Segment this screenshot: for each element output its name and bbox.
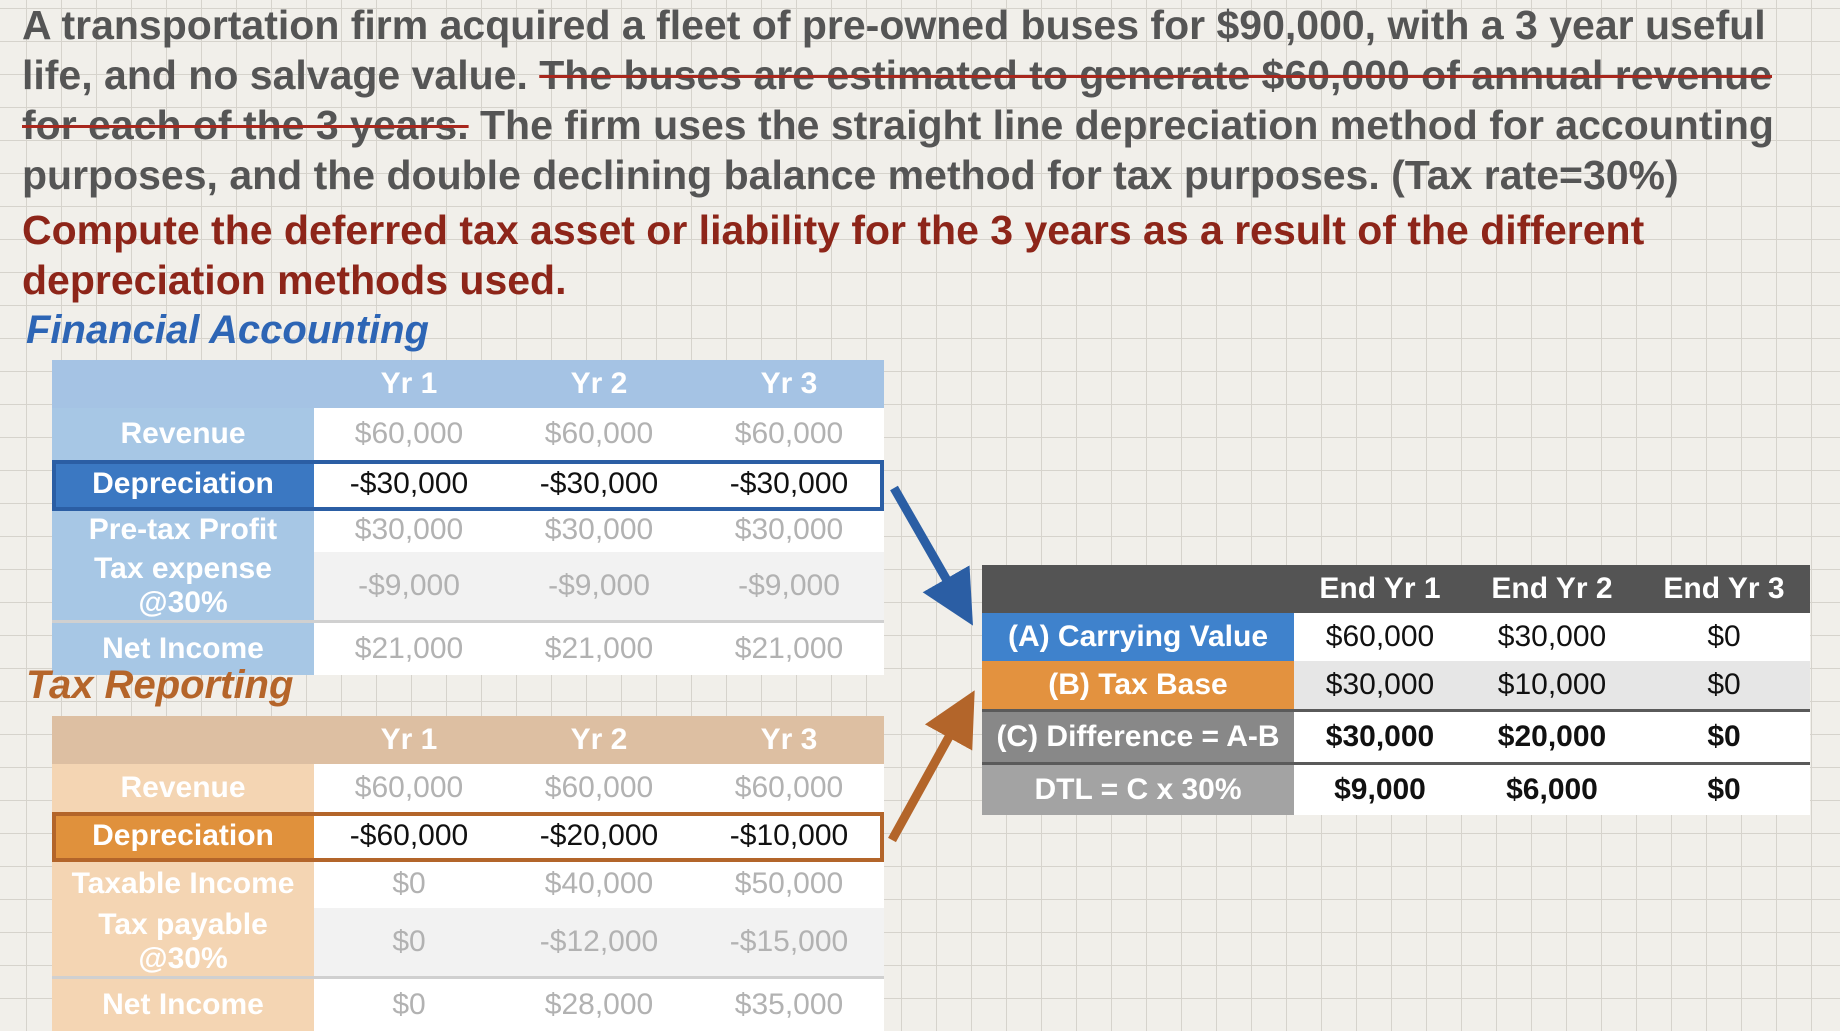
blue-arrow <box>894 488 964 610</box>
orange-arrow <box>892 706 966 840</box>
